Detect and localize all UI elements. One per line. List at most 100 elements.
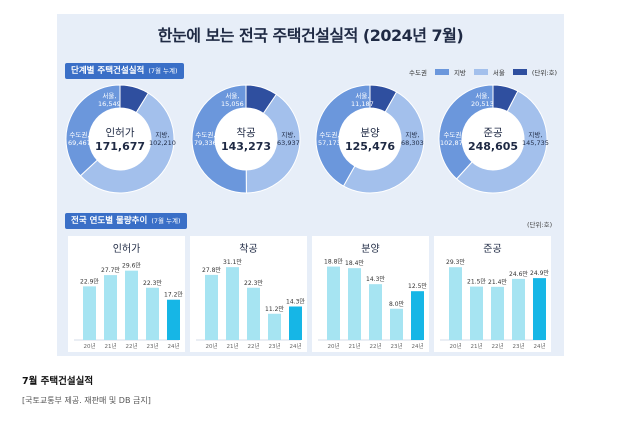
bar	[289, 306, 302, 340]
bar-tick-label: 20년	[205, 342, 217, 350]
legend: 수도권 지방 서울 (단위:호)	[409, 66, 557, 78]
legend-swatch-jibang	[473, 69, 488, 75]
legend-swatch-sudogwon	[434, 69, 449, 75]
bar-card-starts: 27.8만 20년 31.1만 21년 22.3만 22년 11.2만 23년 14.3만 24년…	[190, 236, 307, 352]
donut-svg	[438, 84, 548, 194]
bar-tick-label: 23년	[268, 342, 280, 350]
bar-tick-label: 22년	[491, 342, 503, 350]
bar-value-label: 12.5만	[408, 282, 427, 290]
bar-card-completions: 29.3만 20년 21.5만 21년 21.4만 22년 24.6만 23년 24.9만 24년…	[434, 236, 551, 352]
bar-tick-label: 20년	[449, 342, 461, 350]
section-label: 전국 연도별 물량추이	[71, 216, 148, 226]
donut-total: 171,677	[94, 140, 146, 153]
bar	[268, 313, 281, 340]
donut-label-jibang: 지방, 63,937	[277, 131, 300, 147]
bar-card-title: 분양	[361, 244, 380, 255]
donut-slice-jibang	[79, 92, 175, 194]
bar-value-label: 29.3만	[446, 258, 465, 266]
donut-sales: 서울, 11,187 수도권, 57,173 지방, 68,303 분양 125,47…	[315, 84, 425, 194]
bar	[470, 286, 483, 340]
bar	[327, 266, 340, 340]
bar-tick-label: 21년	[104, 342, 116, 350]
donut-label-jibang: 지방, 145,735	[522, 131, 549, 147]
bar	[205, 274, 218, 340]
donut-label-seoul: 서울, 15,056	[221, 92, 244, 108]
donut-permits: 서울, 16,549 수도권, 69,467 지방, 102,210 인허가 171,…	[65, 84, 176, 194]
bar-tick-label: 20년	[327, 342, 339, 350]
donut-label-jibang: 지방, 68,303	[401, 131, 424, 147]
bar	[167, 299, 180, 340]
bar-tick-label: 24년	[289, 342, 301, 350]
bar-card-title: 준공	[483, 244, 502, 255]
bar	[247, 287, 260, 340]
bar-tick-label: 23년	[146, 342, 158, 350]
legend-swatch-seoul	[512, 69, 527, 75]
bar-tick-label: 21년	[470, 342, 482, 350]
donut-svg	[191, 84, 301, 194]
donut-hole	[89, 108, 151, 170]
bar-value-label: 27.8만	[202, 266, 221, 274]
bar-value-label: 18.4만	[345, 259, 364, 267]
donut-label-jibang: 지방, 102,210	[149, 131, 176, 147]
bar-chart-svg: 22.9만 20년 27.7만 21년 29.6만 22년 22.3만 23년 17.2만 24년	[74, 262, 183, 350]
bar-tick-label: 21년	[226, 342, 238, 350]
donut-hole	[339, 108, 401, 170]
bar-value-label: 22.9만	[80, 277, 99, 285]
donut-label-sudogwon: 수도권, 102,870	[440, 131, 467, 147]
donut-label-seoul: 서울, 20,513	[471, 92, 494, 108]
donut-label-sudogwon: 수도권, 79,336	[194, 131, 217, 147]
bar-value-label: 21.5만	[467, 278, 486, 286]
donut-label-sudogwon: 수도권, 69,467	[68, 131, 91, 147]
bar-value-label: 18.8만	[324, 258, 343, 266]
bar-tick-label: 23년	[390, 342, 402, 350]
page-title: 한눈에 보는 전국 주택건설실적 (2024년 7월)	[157, 26, 464, 45]
photo-caption: 7월 주택건설실적	[22, 376, 94, 387]
donut-svg	[315, 84, 425, 194]
donut-starts: 서울, 15,056 수도권, 79,336 지방, 63,937 착공 143,27…	[191, 84, 301, 194]
bar-value-label: 31.1만	[223, 258, 242, 266]
bar-value-label: 14.3만	[366, 275, 385, 283]
bar-value-label: 11.2만	[265, 305, 284, 313]
bar-tick-label: 22년	[125, 342, 137, 350]
bar-value-label: 24.9만	[530, 269, 549, 277]
bar-value-label: 17.2만	[164, 291, 183, 299]
donut-total: 125,476	[344, 140, 396, 153]
bar-tick-label: 24년	[167, 342, 179, 350]
bar-card-permits: 22.9만 20년 27.7만 21년 29.6만 22년 22.3만 23년 17.2만 24년…	[68, 236, 185, 352]
bar-tick-label: 21년	[348, 342, 360, 350]
bar-chart-svg: 18.8만 20년 18.4만 21년 14.3만 22년 8.0만 23년 12.5만 24년	[318, 258, 427, 350]
yearly-unit: (단위:호)	[527, 221, 553, 229]
donut-category: 분양	[360, 127, 380, 139]
bar-tick-label: 24년	[411, 342, 423, 350]
bar	[104, 275, 117, 340]
bar-value-label: 8.0만	[389, 300, 405, 308]
bar-tick-label: 24년	[533, 342, 545, 350]
bar	[348, 268, 361, 340]
bar-tick-label: 22년	[247, 342, 259, 350]
bar	[533, 278, 546, 340]
bar-card-title: 인허가	[112, 244, 141, 255]
donut-category: 준공	[483, 127, 503, 139]
donut-label-seoul: 서울, 11,187	[351, 92, 374, 108]
bar	[449, 267, 462, 340]
bar-card-sales: 18.8만 20년 18.4만 21년 14.3만 22년 8.0만 23년 12.5만 24년 …	[312, 236, 429, 352]
donut-svg	[65, 84, 175, 194]
photo-credit: [국토교통부 제공. 재판매 및 DB 금지]	[22, 396, 151, 405]
bar	[411, 291, 424, 340]
bar	[512, 278, 525, 340]
bar-chart-svg: 29.3만 20년 21.5만 21년 21.4만 22년 24.6만 23년 24.9만 24년	[440, 258, 549, 350]
bar	[491, 286, 504, 340]
section-tag-yearly: 전국 연도별 물량추이 (7월 누계)	[65, 213, 187, 229]
bar-tick-label: 23년	[512, 342, 524, 350]
donut-completions: 서울, 20,513 수도권, 102,870 지방, 145,735 준공 248,…	[438, 84, 549, 194]
section-tag-stage: 단계별 주택건설실적 (7월 누계)	[65, 63, 184, 79]
legend-jibang: 지방	[453, 69, 466, 77]
bar	[125, 270, 138, 340]
section-label: 단계별 주택건설실적	[71, 66, 145, 76]
bar-card-title: 착공	[239, 244, 258, 255]
donut-total: 248,605	[467, 140, 519, 153]
bar-tick-label: 20년	[83, 342, 95, 350]
bar-value-label: 14.3만	[286, 297, 305, 305]
bar	[146, 287, 159, 340]
bar	[226, 267, 239, 340]
